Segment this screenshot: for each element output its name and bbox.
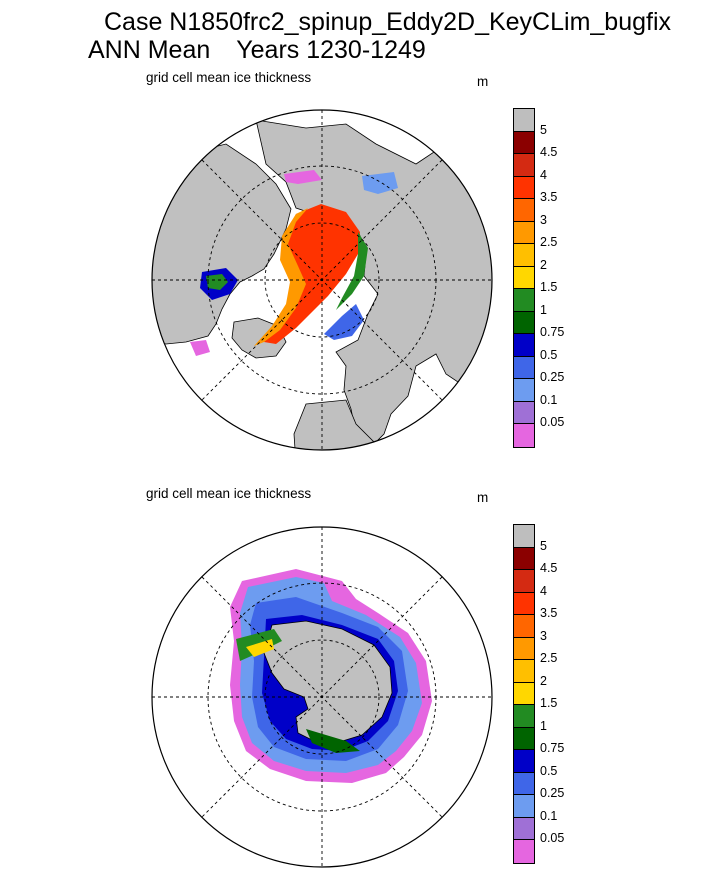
arctic-colorbar-swatch <box>514 176 534 199</box>
arctic-panel-title: grid cell mean ice thickness <box>146 70 312 85</box>
arctic-colorbar-label: 0.5 <box>540 347 558 362</box>
arctic-colorbar-label: 4 <box>540 167 547 182</box>
arctic-colorbar-swatch <box>514 356 534 379</box>
antarctic-colorbar-swatch <box>514 570 534 593</box>
arctic-colorbar-label: 1 <box>540 302 547 317</box>
arctic-colorbar-label: 0.25 <box>540 370 565 384</box>
arctic-ice-bering <box>284 170 322 184</box>
arctic-colorbar-label: 5 <box>540 122 547 137</box>
antarctic-colorbar-swatch <box>514 817 534 840</box>
antarctic-colorbar <box>513 524 535 864</box>
arctic-colorbar-label: 0.05 <box>540 415 565 429</box>
arctic-colorbar-swatch <box>514 199 534 222</box>
antarctic-colorbar-swatch <box>514 727 534 750</box>
arctic-colorbar-swatch <box>514 334 534 357</box>
antarctic-colorbar-swatch <box>514 682 534 705</box>
antarctic-colorbar-label: 1 <box>540 718 547 733</box>
arctic-colorbar-label: 1.5 <box>540 280 558 294</box>
arctic-ice-labrador <box>190 340 210 356</box>
antarctic-colorbar-label: 1.5 <box>540 696 558 710</box>
arctic-colorbar-swatch <box>514 131 534 154</box>
arctic-units: m <box>477 74 489 89</box>
arctic-ice-edge-orange <box>254 208 308 346</box>
antarctic-colorbar-label: 3 <box>540 628 547 643</box>
antarctic-colorbar-label: 0.75 <box>540 741 565 755</box>
antarctic-colorbar-swatch <box>514 840 534 863</box>
antarctic-colorbar-label: 4.5 <box>540 561 558 575</box>
antarctic-map-border <box>151 526 493 868</box>
arctic-ice-edge-green <box>336 232 368 310</box>
antarctic-graticule <box>152 527 492 867</box>
antarctic-colorbar-swatch <box>514 750 534 773</box>
arctic-colorbar-swatch <box>514 109 534 132</box>
mean-label: ANN Mean <box>88 36 211 64</box>
arctic-ice-okhotsk <box>362 172 398 194</box>
antarctic-colorbar-swatch <box>514 705 534 728</box>
antarctic-colorbar-label: 0.1 <box>540 808 558 823</box>
antarctic-ice-ross <box>306 729 360 753</box>
antarctic-colorbar-swatch <box>514 547 534 570</box>
antarctic-colorbar-label: 0.05 <box>540 831 565 845</box>
antarctic-colorbar-label: 2 <box>540 673 547 688</box>
arctic-colorbar <box>513 108 535 448</box>
arctic-colorbar-swatch <box>514 289 534 312</box>
antarctic-colorbar-label: 2.5 <box>540 651 558 665</box>
antarctic-colorbar-swatch <box>514 637 534 660</box>
arctic-colorbar-label: 2.5 <box>540 235 558 249</box>
case-title: Case N1850frc2_spinup_Eddy2D_KeyCLim_bug… <box>104 8 672 36</box>
antarctic-panel-title: grid cell mean ice thickness <box>146 486 312 501</box>
antarctic-units: m <box>477 490 489 505</box>
arctic-colorbar-swatch <box>514 154 534 177</box>
period-title: ANN Mean Years 1230-1249 <box>88 36 426 65</box>
arctic-ice-edge-blue <box>324 304 364 340</box>
arctic-colorbar-label: 2 <box>540 257 547 272</box>
antarctic-map <box>151 526 493 868</box>
antarctic-colorbar-label: 4 <box>540 583 547 598</box>
antarctic-colorbar-label: 3.5 <box>540 606 558 620</box>
arctic-colorbar-swatch <box>514 379 534 402</box>
arctic-colorbar-label: 0.1 <box>540 392 558 407</box>
antarctic-colorbar-swatch <box>514 660 534 683</box>
arctic-ice-hudson-green <box>206 274 228 290</box>
arctic-map <box>151 109 493 451</box>
antarctic-colorbar-swatch <box>514 592 534 615</box>
arctic-colorbar-swatch <box>514 424 534 447</box>
arctic-colorbar-swatch <box>514 244 534 267</box>
antarctic-colorbar-label: 0.5 <box>540 763 558 778</box>
antarctic-colorbar-label: 5 <box>540 538 547 553</box>
arctic-colorbar-swatch <box>514 311 534 334</box>
antarctic-colorbar-swatch <box>514 615 534 638</box>
arctic-colorbar-swatch <box>514 401 534 424</box>
arctic-colorbar-label: 4.5 <box>540 145 558 159</box>
years-label: Years 1230-1249 <box>236 36 426 64</box>
arctic-colorbar-label: 0.75 <box>540 325 565 339</box>
arctic-colorbar-label: 3.5 <box>540 190 558 204</box>
arctic-colorbar-label: 3 <box>540 212 547 227</box>
antarctic-colorbar-label: 0.25 <box>540 786 565 800</box>
antarctic-colorbar-swatch <box>514 772 534 795</box>
antarctic-colorbar-swatch <box>514 525 534 548</box>
arctic-colorbar-swatch <box>514 221 534 244</box>
antarctic-colorbar-swatch <box>514 795 534 818</box>
antarctic-ice-weddell-yellow <box>246 639 274 657</box>
arctic-graticule <box>152 110 492 450</box>
arctic-colorbar-swatch <box>514 266 534 289</box>
arctic-map-border <box>151 109 493 451</box>
